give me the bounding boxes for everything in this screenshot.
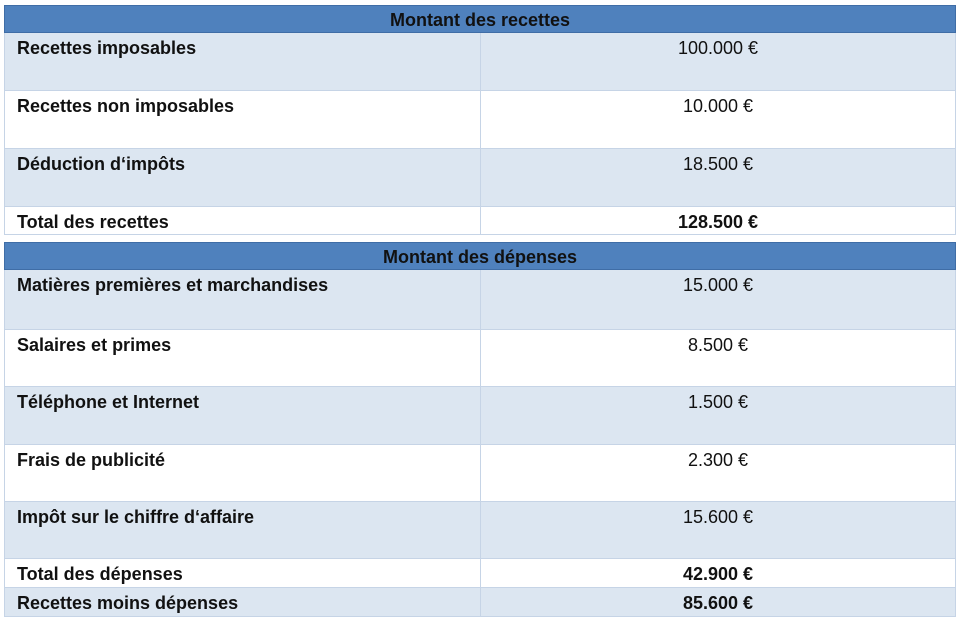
section-header: Montant des recettes: [4, 5, 956, 33]
row-value: 1.500 €: [481, 387, 956, 445]
row-value: 15.600 €: [481, 502, 956, 559]
row-value: 128.500 €: [481, 207, 956, 235]
row-label: Total des recettes: [4, 207, 481, 235]
row-value: 18.500 €: [481, 149, 956, 207]
row-value: 10.000 €: [481, 91, 956, 149]
row-value: 15.000 €: [481, 270, 956, 330]
row-value: 42.900 €: [481, 559, 956, 588]
row-label: Total des dépenses: [4, 559, 481, 588]
row-label: Salaires et primes: [4, 330, 481, 387]
row-value: 100.000 €: [481, 33, 956, 91]
row-value: 2.300 €: [481, 445, 956, 502]
row-label: Impôt sur le chiffre d‘affaire: [4, 502, 481, 559]
row-label: Recettes moins dépenses: [4, 588, 481, 617]
row-label: Téléphone et Internet: [4, 387, 481, 445]
row-value: 85.600 €: [481, 588, 956, 617]
section-header: Montant des dépenses: [4, 242, 956, 270]
row-value: 8.500 €: [481, 330, 956, 387]
row-label: Déduction d‘impôts: [4, 149, 481, 207]
row-label: Frais de publicité: [4, 445, 481, 502]
row-label: Recettes imposables: [4, 33, 481, 91]
row-label: Recettes non imposables: [4, 91, 481, 149]
row-label: Matières premières et marchandises: [4, 270, 481, 330]
